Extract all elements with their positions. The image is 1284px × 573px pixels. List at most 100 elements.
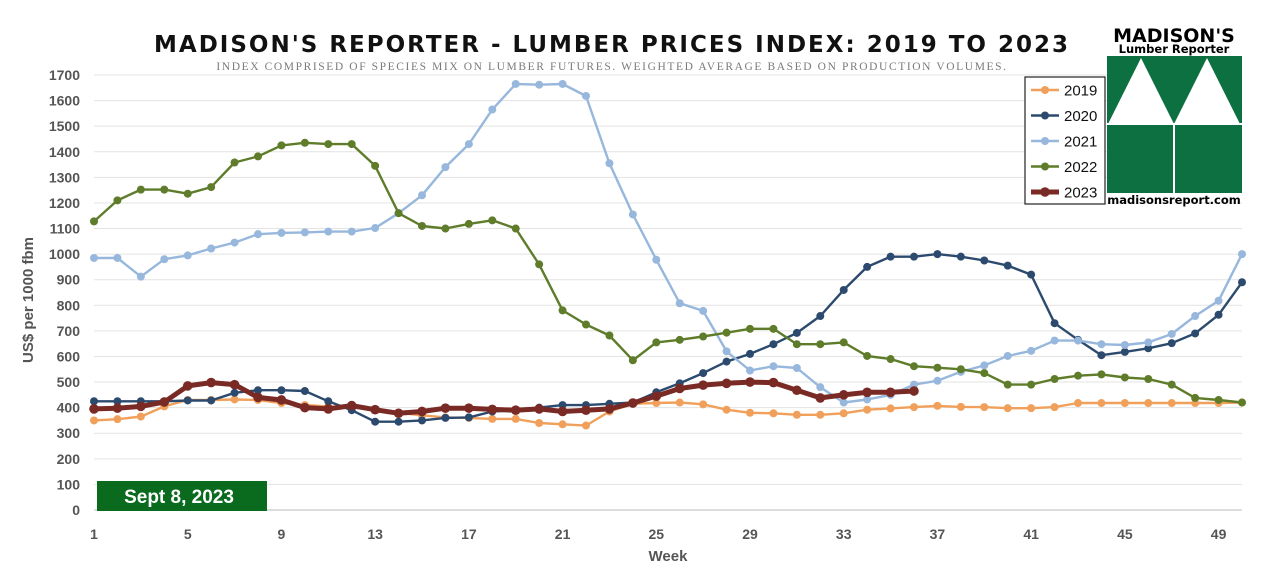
data-point bbox=[839, 285, 848, 294]
data-point bbox=[1167, 380, 1176, 389]
data-point bbox=[1097, 370, 1106, 379]
data-point bbox=[1191, 312, 1200, 321]
y-tick-label: 1000 bbox=[49, 246, 80, 262]
data-point bbox=[346, 400, 357, 411]
series-2022 bbox=[90, 138, 1246, 407]
data-point bbox=[699, 332, 708, 341]
data-point bbox=[863, 262, 872, 271]
data-point bbox=[581, 405, 591, 416]
y-tick-label: 600 bbox=[57, 348, 81, 364]
data-point bbox=[816, 383, 825, 392]
data-point bbox=[769, 340, 778, 349]
date-badge-background bbox=[97, 481, 267, 511]
y-tick-label: 200 bbox=[57, 451, 81, 467]
legend-label: 2021 bbox=[1064, 134, 1097, 151]
date-badge: Sept 8, 2023 bbox=[97, 481, 267, 511]
logo-tree-icon bbox=[1109, 126, 1173, 192]
data-point bbox=[464, 413, 473, 422]
data-point bbox=[722, 328, 731, 337]
data-point bbox=[1120, 340, 1129, 349]
data-point bbox=[254, 152, 262, 161]
x-tick-label: 41 bbox=[1023, 526, 1039, 542]
data-point bbox=[136, 401, 146, 412]
data-point bbox=[394, 209, 403, 218]
data-point bbox=[113, 196, 122, 205]
data-point bbox=[910, 380, 918, 389]
data-point bbox=[816, 410, 825, 419]
legend-marker bbox=[1041, 86, 1049, 94]
data-point bbox=[113, 397, 122, 406]
x-tick-label: 25 bbox=[648, 526, 664, 542]
data-point bbox=[488, 216, 497, 225]
data-point bbox=[768, 377, 779, 388]
data-point bbox=[1144, 338, 1153, 347]
legend-item-2020: 2020 bbox=[1031, 108, 1097, 125]
data-point bbox=[674, 383, 685, 394]
series-line-2019 bbox=[93, 398, 1243, 427]
data-point bbox=[652, 255, 661, 264]
data-point bbox=[933, 363, 942, 372]
data-point bbox=[675, 398, 684, 407]
data-point bbox=[1144, 399, 1153, 408]
data-point bbox=[933, 250, 942, 259]
data-point bbox=[1167, 339, 1176, 348]
y-axis-ticks: 0 100 200 300 400 500 600 700 800 900 1000 1100 1200… bbox=[49, 67, 80, 518]
data-point bbox=[254, 230, 262, 239]
data-point bbox=[534, 404, 544, 414]
y-tick-label: 1600 bbox=[49, 93, 80, 109]
data-point bbox=[160, 255, 169, 264]
legend-item-2019: 2019 bbox=[1031, 83, 1097, 100]
data-point bbox=[698, 380, 708, 390]
data-point bbox=[956, 252, 965, 261]
x-tick-label: 1 bbox=[90, 526, 98, 542]
y-tick-label: 1700 bbox=[49, 67, 80, 83]
data-point bbox=[300, 387, 309, 396]
data-point bbox=[1074, 371, 1082, 380]
data-point bbox=[652, 399, 661, 408]
logo-url: madisonsreport.com bbox=[1107, 193, 1241, 207]
data-point bbox=[1238, 398, 1246, 407]
x-tick-label: 45 bbox=[1117, 526, 1133, 542]
data-point bbox=[347, 140, 356, 149]
x-tick-label: 9 bbox=[278, 526, 286, 542]
data-point bbox=[1191, 393, 1200, 402]
data-point bbox=[136, 185, 145, 194]
data-point bbox=[605, 331, 614, 340]
chart-subtitle: INDEX COMPRISED OF SPECIES MIX ON LUMBER… bbox=[216, 61, 1007, 73]
series-2023 bbox=[89, 377, 919, 419]
data-point bbox=[1167, 399, 1176, 408]
y-tick-label: 0 bbox=[72, 502, 80, 518]
data-point bbox=[652, 338, 661, 347]
data-point bbox=[182, 381, 193, 391]
data-point bbox=[956, 365, 965, 374]
data-point bbox=[1027, 404, 1036, 413]
data-point bbox=[792, 328, 801, 337]
y-tick-label: 800 bbox=[57, 297, 81, 313]
data-point bbox=[863, 351, 872, 360]
data-point bbox=[839, 409, 848, 418]
data-point bbox=[746, 324, 754, 333]
data-point bbox=[769, 324, 778, 333]
data-point bbox=[769, 362, 778, 371]
data-point bbox=[1050, 403, 1059, 412]
data-point bbox=[1191, 329, 1200, 338]
data-point bbox=[1144, 344, 1153, 353]
y-axis-label: US$ per 1000 fbm bbox=[20, 237, 37, 363]
data-point bbox=[815, 393, 826, 403]
data-point bbox=[558, 306, 567, 315]
y-tick-label: 400 bbox=[57, 400, 81, 416]
data-point bbox=[722, 357, 731, 366]
data-point bbox=[886, 404, 895, 413]
data-point bbox=[886, 252, 895, 261]
data-point bbox=[1120, 347, 1129, 356]
data-point bbox=[112, 403, 123, 413]
data-point bbox=[838, 390, 849, 400]
data-point bbox=[1097, 340, 1106, 349]
data-point bbox=[183, 189, 192, 198]
y-tick-label: 1500 bbox=[49, 118, 80, 134]
data-point bbox=[863, 395, 872, 404]
data-point bbox=[1120, 373, 1129, 382]
data-point bbox=[605, 159, 614, 168]
data-point bbox=[276, 395, 287, 405]
legend-label: 2019 bbox=[1064, 83, 1097, 100]
